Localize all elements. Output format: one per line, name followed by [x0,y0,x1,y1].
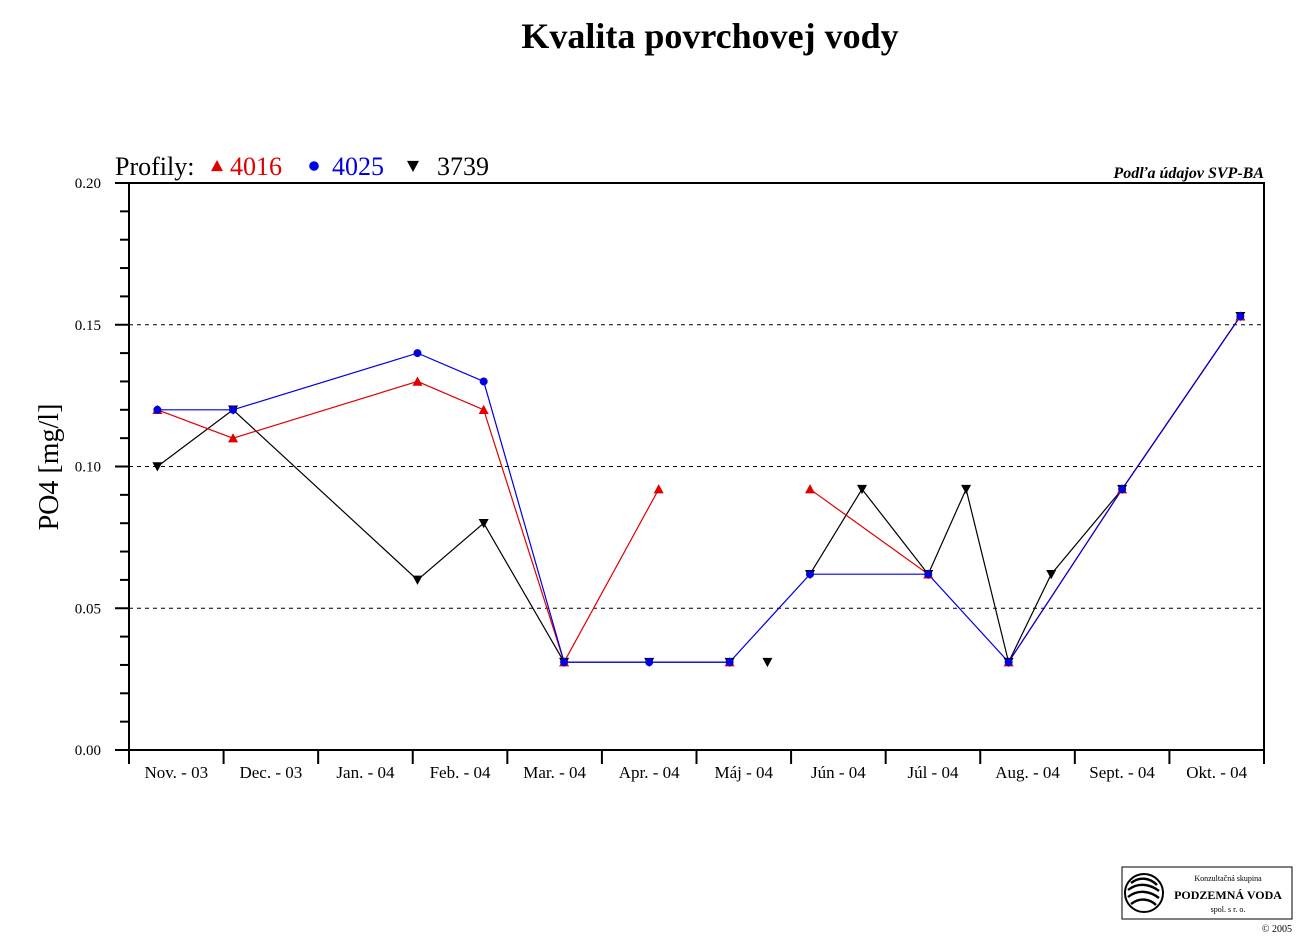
data-point [229,405,238,414]
logo-line3: spol. s r. o. [1211,905,1246,914]
data-point [479,377,488,386]
data-point [211,160,223,172]
legend: Profily: 4016 4025 3739 [115,152,489,181]
legend-label: 4016 [230,152,282,181]
x-tick-label: Jan. - 04 [336,763,395,782]
x-tick-label: Okt. - 04 [1186,763,1247,782]
series-line-4025 [157,315,1241,664]
legend-prefix: Profily: [115,152,194,181]
legend-label: 3739 [437,152,489,181]
logo-copyright: © 2005 [1262,924,1292,935]
data-point [413,349,422,358]
x-tick-label: Júl - 04 [907,763,959,782]
legend-label: 4025 [332,152,384,181]
data-point [762,657,773,668]
x-tick-label: Sept. - 04 [1089,763,1155,782]
x-tick-label: Máj - 04 [715,763,774,782]
grid-lines [129,324,1264,609]
x-tick-label: Aug. - 04 [995,763,1060,782]
x-tick-label: Apr. - 04 [619,763,680,782]
data-point [153,405,162,414]
data-point [653,484,664,494]
legend-item-3739: 3739 [407,152,489,181]
chart-title: Kvalita povrchovej vody [521,16,898,56]
data-point [1004,658,1013,667]
x-tick-label: Nov. - 03 [144,763,208,782]
x-tick-label: Dec. - 03 [239,763,302,782]
data-point [857,484,868,495]
x-ticks: Nov. - 03 Dec. - 03 Jan. - 04 Feb. - 04 Mar.… [128,750,1265,782]
legend-item-4016: 4016 [211,152,282,181]
data-point [725,658,734,667]
data-point [961,484,972,495]
x-tick-label: Jún - 04 [811,763,866,782]
logo-name: PODZEMNÁ VODA [1174,888,1282,902]
series-line-4016 [809,488,929,575]
y-ticks: 0.00 0.05 0.10 0.15 0.20 [75,176,129,759]
series-lines [157,315,1241,664]
data-point [152,462,163,472]
data-point [924,570,933,579]
y-tick-label: 0.00 [75,743,101,759]
data-point [309,161,319,171]
series-line-3739 [809,315,1241,664]
x-tick-label: Feb. - 04 [430,763,491,782]
data-point [478,518,489,529]
data-point [412,575,423,585]
data-point [1046,569,1057,580]
series-line-3739 [157,409,730,663]
data-point [1236,312,1245,321]
data-point [407,160,419,172]
data-point [228,433,239,443]
y-tick-label: 0.15 [75,318,101,334]
company-logo: Konzultačná skupina PODZEMNÁ VODA spol. … [1121,866,1293,935]
data-point [806,570,814,579]
data-point [412,376,423,386]
legend-items: 4016 4025 3739 [211,152,489,181]
logo-line1: Konzultačná skupina [1194,874,1262,883]
y-tick-label: 0.20 [75,176,101,192]
y-tick-label: 0.05 [75,601,101,617]
series-line-4016 [157,380,660,664]
series-markers [152,311,1246,668]
logo-emblem [1124,873,1164,913]
data-point [645,658,654,667]
y-axis-label: PO4 [mg/l] [34,404,65,531]
source-note: Podľa údajov SVP-BA [1112,165,1264,182]
data-point [805,484,815,494]
legend-item-4025: 4025 [309,152,384,181]
data-point [478,404,489,415]
data-point [1118,485,1127,494]
data-point [560,658,569,667]
y-tick-label: 0.10 [75,460,101,476]
x-tick-label: Mar. - 04 [523,763,586,782]
